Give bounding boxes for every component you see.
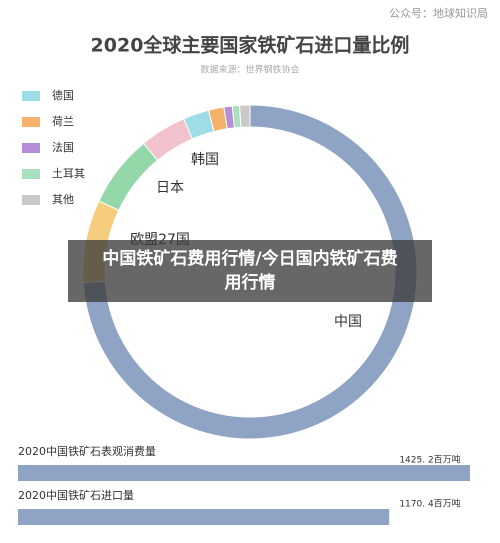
bar-label: 2020中国铁矿石进口量 (18, 489, 134, 502)
slice-label: 韩国 (191, 152, 219, 168)
slice (238, 104, 251, 128)
value-label: 1425. 2百万吨 (399, 454, 460, 466)
legend-label: 土耳其 (52, 167, 85, 180)
legend-label: 法国 (52, 140, 74, 154)
legend-swatch (22, 143, 40, 153)
bar (18, 465, 470, 481)
legend-swatch (22, 169, 40, 179)
banner: 中国铁矿石费用行情/今日国内铁矿石费用行情 (68, 240, 432, 302)
watermark: 公众号：地球知识局 (389, 6, 488, 20)
legend-swatch (22, 91, 40, 101)
chart-subtitle: 数据来源：世界钢铁协会 (200, 64, 299, 76)
legend-label: 荷兰 (52, 115, 74, 128)
legend-label: 德国 (52, 88, 74, 102)
slice-label: 中国 (334, 314, 362, 330)
chart-title: 2020全球主要国家铁矿石进口量比例 (91, 34, 410, 57)
slice-label: 日本 (156, 180, 184, 196)
slice (98, 142, 159, 211)
banner-text: 中国铁矿石费用行情/今日国内铁矿石费用行情 (102, 249, 398, 293)
legend-swatch (22, 117, 40, 127)
legend-swatch (22, 195, 40, 205)
bar-label: 2020中国铁矿石表观消费量 (18, 444, 156, 458)
legend-label: 其他 (52, 193, 74, 206)
value-label: 1170. 4百万吨 (399, 498, 460, 510)
bar (18, 509, 390, 525)
